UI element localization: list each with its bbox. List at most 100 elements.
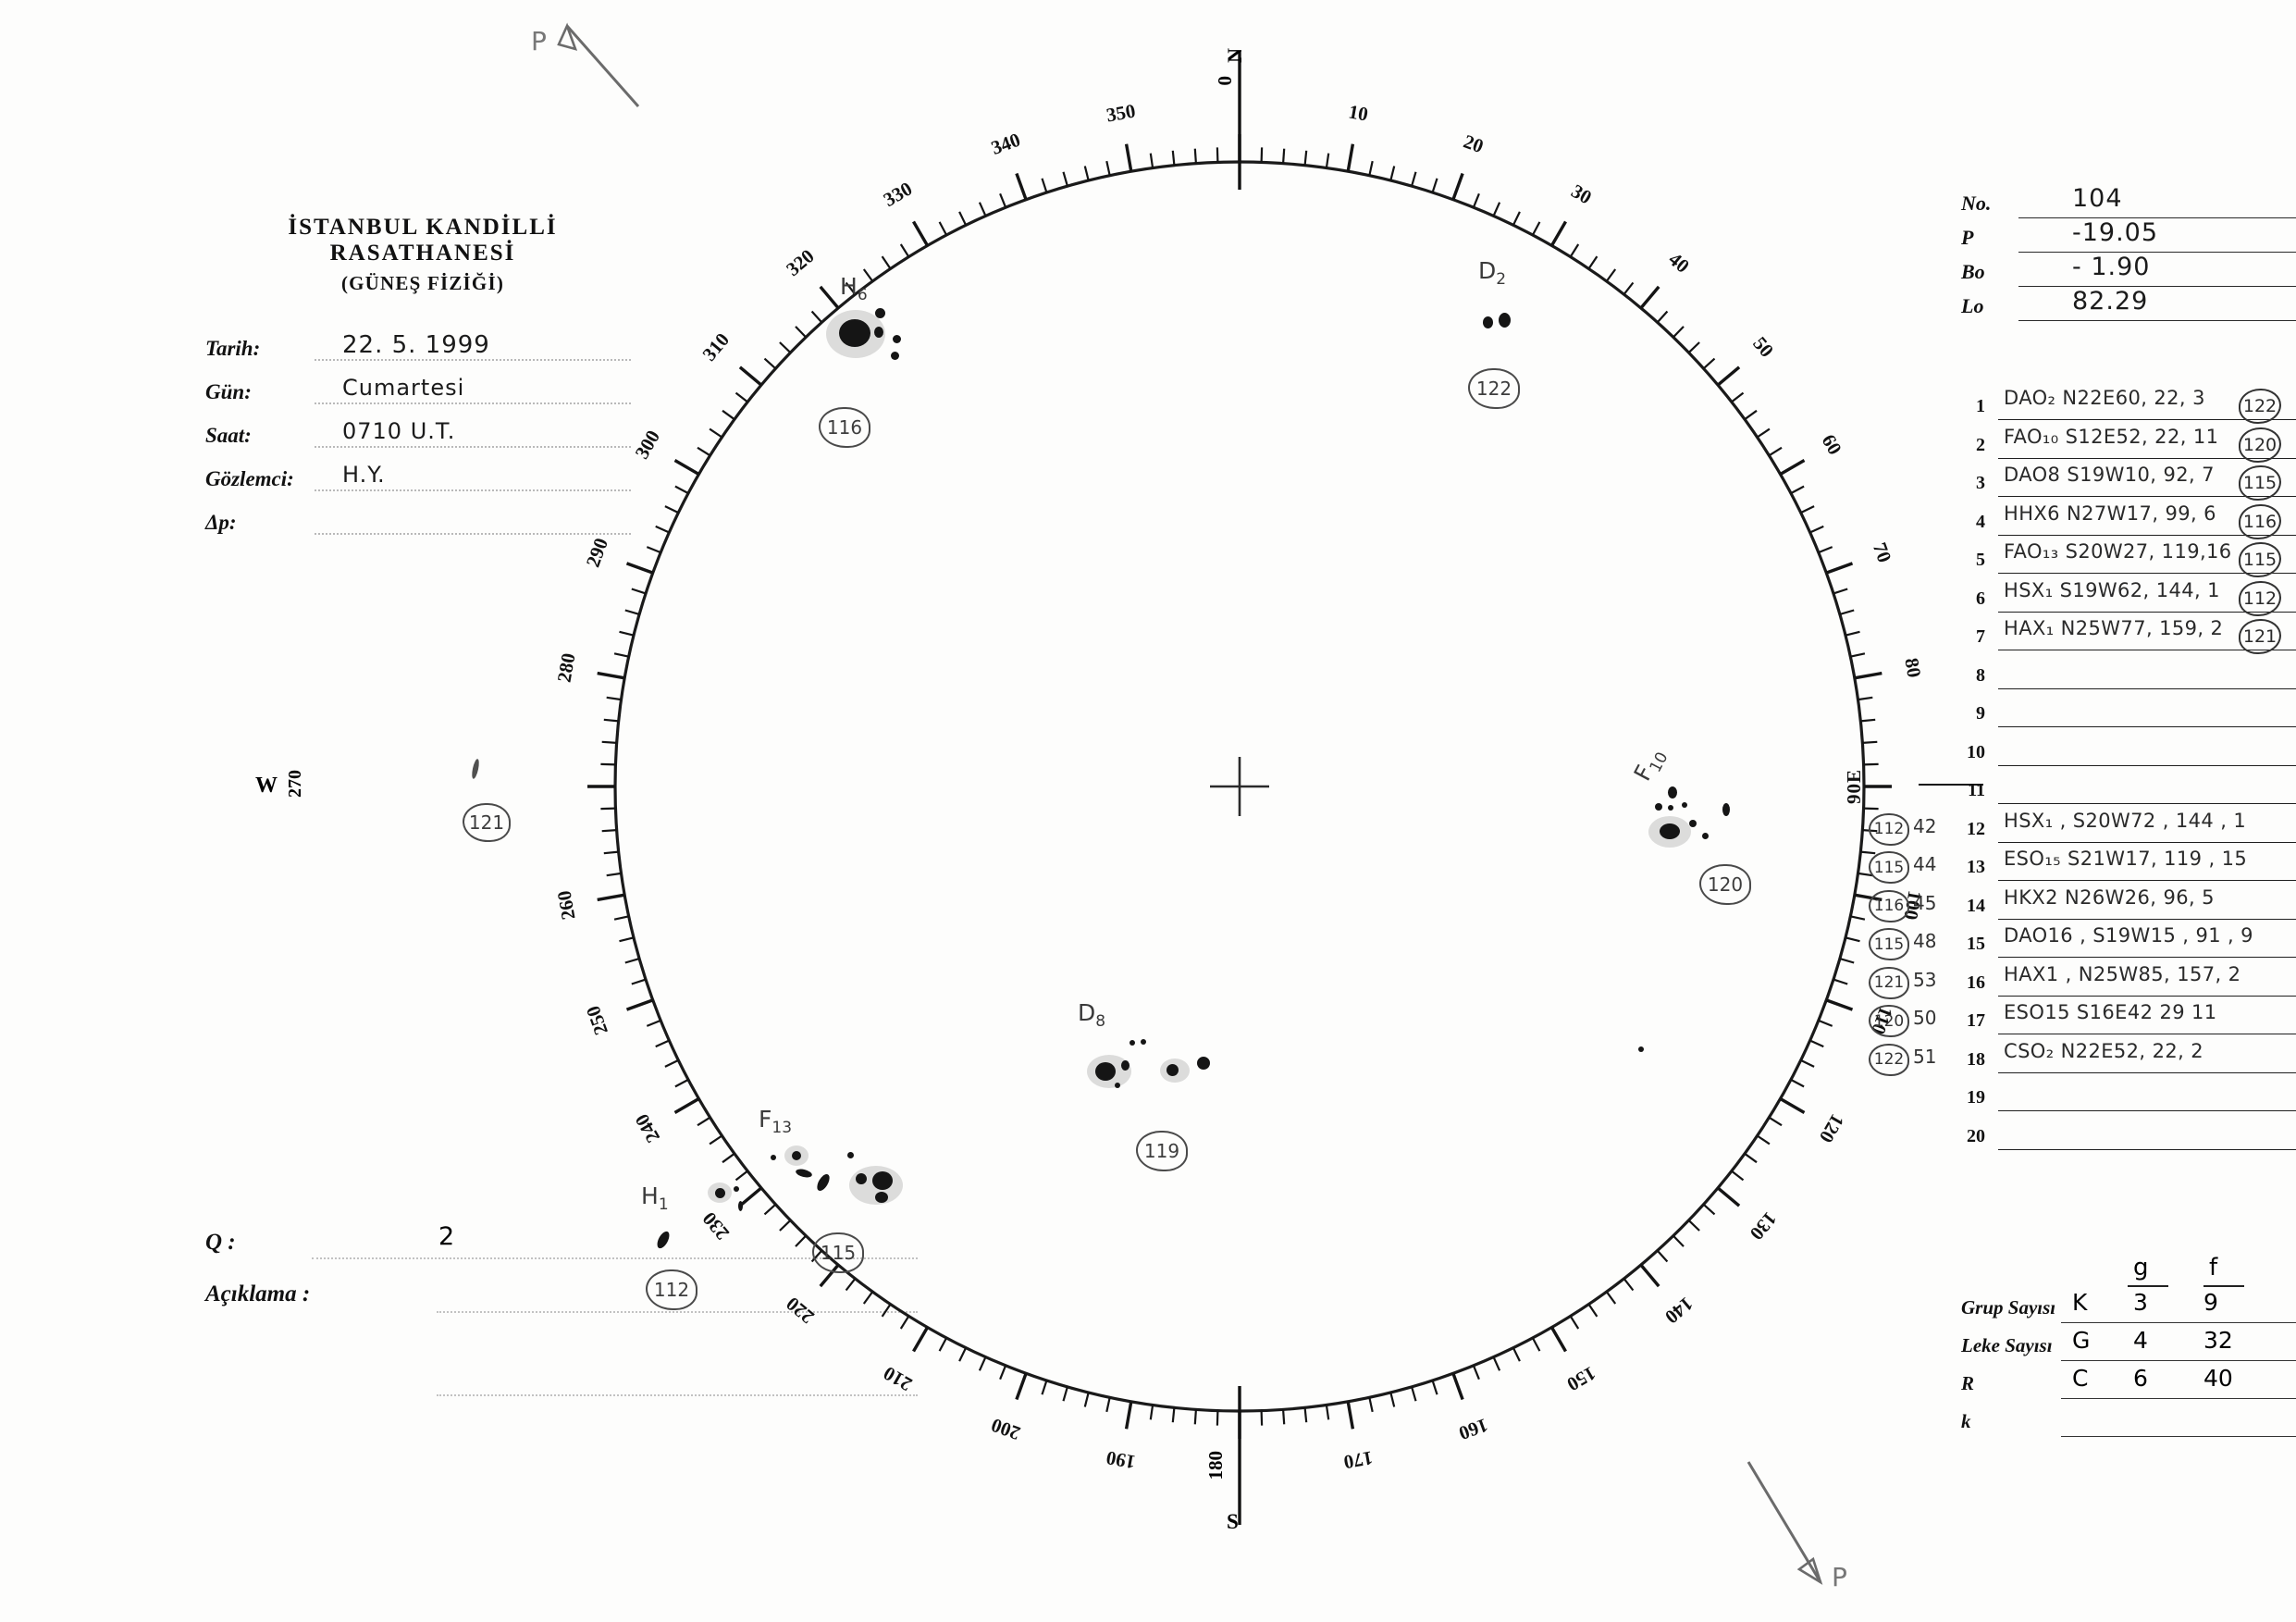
param-bo[interactable]: Bo - 1.90 xyxy=(1961,253,2296,292)
group-row-18[interactable]: 122 51 18 CSO₂ N22E52, 22, 2 xyxy=(1869,1040,2296,1081)
group-number-d8: 119 xyxy=(1136,1131,1188,1171)
group-row-14[interactable]: 116 45 14 HKX2 N26W26, 96, 5 xyxy=(1869,886,2296,927)
field-gun[interactable]: Gün: Cumartesi xyxy=(205,375,631,418)
field-delta-p-label: Δp: xyxy=(205,511,237,534)
tick-minor-226 xyxy=(779,1220,792,1232)
group-text-15: DAO16 , S19W15 , 91 , 9 xyxy=(2004,924,2253,947)
tick-minor-184 xyxy=(1193,1409,1197,1425)
group-index-4: 4 xyxy=(1976,511,1985,532)
tick-minor-262 xyxy=(606,872,622,877)
tick-major-150 xyxy=(1550,1326,1567,1353)
tick-minor-238 xyxy=(697,1116,711,1127)
group-row-10[interactable]: 10 xyxy=(1961,735,2296,774)
param-p[interactable]: P -19.05 xyxy=(1961,218,2296,258)
param-lo[interactable]: Lo 82.29 xyxy=(1961,287,2296,327)
tick-minor-356 xyxy=(1193,148,1197,164)
tick-major-340 xyxy=(1015,172,1028,201)
degree-label-230: 230 xyxy=(697,1207,734,1244)
tick-minor-204 xyxy=(978,1356,987,1371)
umbra-d8-d xyxy=(1115,1083,1120,1088)
summary-header: g f xyxy=(1961,1254,2294,1291)
group-text-4: HHX6 N27W17, 99, 6 xyxy=(2004,501,2216,525)
cardinal-label-west: W xyxy=(255,774,278,798)
field-remarks-rule-2 xyxy=(437,1394,918,1396)
group-row-9[interactable]: 9 xyxy=(1961,696,2296,735)
tick-minor-118 xyxy=(1790,1078,1805,1088)
group-row-7[interactable]: 7 HAX₁ N25W77, 159, 2 121 xyxy=(1961,617,2296,658)
summary-label-k: k xyxy=(1961,1410,1971,1432)
cardinal-label-south: S xyxy=(1227,1510,1239,1533)
param-p-rule xyxy=(2018,252,2296,253)
tick-minor-336 xyxy=(978,202,987,217)
param-no[interactable]: No. 104 xyxy=(1961,184,2296,224)
group-index-1: 1 xyxy=(1976,396,1985,416)
group-gutter-number-16: 53 xyxy=(1913,968,1937,991)
summary-row-grup-sayisi[interactable]: Grup Sayısı K 3 9 xyxy=(1961,1289,2296,1329)
group-label-h6: H6 xyxy=(840,273,868,304)
field-tarih[interactable]: Tarih: 22. 5. 1999 xyxy=(205,331,631,375)
group-row-6[interactable]: 6 HSX₁ S19W62, 144, 1 112 xyxy=(1961,579,2296,620)
tick-minor-166 xyxy=(1389,1392,1396,1407)
group-row-17[interactable]: 120 50 17 ESO15 S16E42 29 11 xyxy=(1869,1001,2296,1042)
tick-minor-294 xyxy=(655,525,670,534)
tick-minor-282 xyxy=(613,652,630,658)
cardinal-label-north: N xyxy=(1223,46,1246,63)
group-row-12[interactable]: 112 42 12 HSX₁ , S20W72 , 144 , 1 xyxy=(1869,810,2296,850)
summary-row-r[interactable]: R C 6 40 xyxy=(1961,1365,2296,1405)
group-row-8[interactable]: 8 xyxy=(1961,658,2296,697)
umbra-d8-t1 xyxy=(1638,1046,1644,1052)
param-no-label: No. xyxy=(1961,192,1992,215)
group-rule-1 xyxy=(1998,419,2296,420)
group-gutter-circle-16: 121 xyxy=(1869,966,1909,999)
tick-minor-284 xyxy=(619,630,635,637)
group-row-11[interactable]: 90E 11 xyxy=(1843,769,2296,811)
group-text-17: ESO15 S16E42 29 11 xyxy=(2004,1001,2217,1023)
observatory-title: İSTANBUL KANDİLLİ RASATHANESİ xyxy=(288,215,558,266)
tick-minor-274 xyxy=(601,740,617,744)
summary-row-k[interactable]: k xyxy=(1961,1405,2296,1442)
group-row-15[interactable]: 115 48 15 DAO16 , S19W15 , 91 , 9 xyxy=(1869,924,2296,965)
tick-minor-306 xyxy=(722,409,735,421)
tick-major-280 xyxy=(597,671,625,680)
tick-minor-202 xyxy=(999,1365,1007,1381)
group-row-2[interactable]: 2 FAO₁₀ S12E52, 22, 11 120 xyxy=(1961,426,2296,466)
field-remarks[interactable]: Açıklama : xyxy=(205,1278,918,1396)
field-saat[interactable]: Saat: 0710 U.T. xyxy=(205,418,631,462)
group-index-18: 18 xyxy=(1967,1048,1985,1070)
group-rule-6 xyxy=(1998,611,2296,613)
group-row-5[interactable]: 5 FAO₁₃ S20W27, 119,16 115 xyxy=(1961,540,2296,581)
group-row-4[interactable]: 4 HHX6 N27W17, 99, 6 116 xyxy=(1961,501,2296,543)
umbra-f13-i xyxy=(715,1188,725,1198)
group-index-20: 20 xyxy=(1967,1125,1985,1146)
tick-minor-214 xyxy=(881,1303,892,1318)
parameters-panel: No. 104 P -19.05 Bo - 1.90 Lo 82.29 xyxy=(1961,184,2296,327)
field-delta-p[interactable]: Δp: xyxy=(205,505,631,549)
tick-minor-72 xyxy=(1833,588,1848,595)
group-row-19[interactable]: 19 xyxy=(1961,1080,2296,1119)
group-number-f10: 120 xyxy=(1699,864,1751,905)
param-p-label: P xyxy=(1961,226,1974,249)
group-circle-7: 121 xyxy=(2239,619,2281,654)
tick-minor-242 xyxy=(674,1078,689,1088)
umbra-d8-f xyxy=(1197,1057,1210,1070)
tick-minor-346 xyxy=(1083,166,1090,181)
group-row-16[interactable]: 121 53 16 HAX1 , N25W85, 157, 2 xyxy=(1869,963,2296,1004)
field-gozlemci[interactable]: Gözlemci: H.Y. xyxy=(205,462,631,505)
group-row-3[interactable]: 3 DAO8 S19W10, 92, 7 115 xyxy=(1961,464,2296,504)
tick-minor-2 xyxy=(1260,147,1264,163)
group-row-1[interactable]: 1 DAO₂ N22E60, 22, 3 122 xyxy=(1961,387,2296,427)
tick-minor-358 xyxy=(1216,147,1219,163)
tick-minor-252 xyxy=(631,978,647,985)
param-lo-label: Lo xyxy=(1961,294,1984,317)
field-saat-rule xyxy=(315,446,631,448)
tick-minor-328 xyxy=(899,243,910,258)
group-row-20[interactable]: 20 xyxy=(1961,1119,2296,1158)
field-saat-label: Saat: xyxy=(205,424,252,447)
group-gutter-circle-17: 120 xyxy=(1869,1005,1909,1037)
group-row-13[interactable]: 115 44 13 ESO₁₅ S21W17, 119 , 15 xyxy=(1869,848,2296,888)
field-quality[interactable]: Q : 2 xyxy=(205,1222,918,1278)
summary-row-leke-sayisi[interactable]: Leke Sayısı G 4 32 xyxy=(1961,1327,2296,1367)
tick-major-20 xyxy=(1451,172,1464,201)
summary-g-0: 3 xyxy=(2133,1289,2148,1316)
group-text-3: DAO8 S19W10, 92, 7 xyxy=(2004,464,2215,486)
